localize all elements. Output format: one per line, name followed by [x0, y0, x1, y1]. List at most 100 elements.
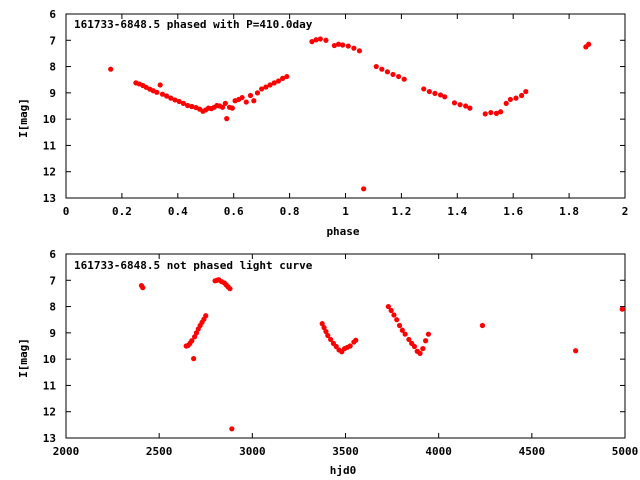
y-tick-label: 6	[49, 248, 56, 261]
data-point	[421, 86, 427, 92]
data-point	[327, 336, 334, 343]
y-tick-label: 9	[49, 87, 56, 100]
data-point	[518, 92, 525, 99]
x-tick-label: 3000	[239, 445, 266, 458]
data-point	[189, 338, 195, 344]
data-point	[391, 312, 397, 318]
data-point	[340, 42, 346, 48]
data-point	[402, 331, 408, 337]
data-point	[406, 336, 412, 343]
data-point	[493, 110, 500, 116]
data-point	[385, 303, 391, 310]
plot-frame	[65, 13, 626, 199]
data-point	[373, 63, 379, 70]
data-point	[259, 86, 265, 92]
data-point	[229, 426, 235, 432]
data-point	[108, 66, 114, 72]
data-point	[280, 75, 286, 81]
data-point	[482, 111, 488, 117]
unphased-light-curve-chart: 161733-6848.5 not phased light curve hjd…	[17, 248, 638, 477]
data-point	[275, 78, 282, 84]
x-tick-label: 1.4	[447, 205, 467, 218]
chart-title: 161733-6848.5 phased with P=410.0day	[74, 18, 313, 31]
data-point	[284, 73, 290, 80]
data-point	[229, 105, 235, 111]
y-axis-ticks: 6 7 8 9 10 11 12 13	[43, 8, 625, 205]
data-point	[309, 39, 315, 45]
data-point	[479, 322, 486, 329]
data-point	[251, 98, 257, 104]
x-tick-label: 1.8	[559, 205, 579, 218]
data-point	[313, 37, 319, 43]
data-point	[573, 348, 579, 354]
data-point	[172, 97, 178, 103]
data-point	[390, 71, 396, 78]
data-point	[191, 334, 198, 340]
data-point	[586, 41, 592, 47]
data-point	[451, 100, 458, 106]
data-point	[203, 313, 209, 319]
x-tick-label: 2500	[146, 445, 173, 458]
data-point	[319, 321, 325, 327]
x-tick-label: 0.4	[168, 205, 188, 218]
y-axis-ticks: 6 7 8 9 10 11 12 13	[43, 248, 625, 445]
data-point	[401, 76, 407, 82]
data-point	[394, 317, 400, 323]
data-point	[159, 91, 166, 97]
data-point	[271, 80, 277, 86]
data-point	[189, 103, 195, 110]
y-tick-label: 13	[43, 432, 56, 445]
x-tick-label: 4500	[519, 445, 546, 458]
data-points	[138, 277, 625, 432]
data-point	[331, 42, 337, 49]
y-tick-label: 9	[49, 327, 56, 340]
data-point	[184, 102, 191, 109]
data-point	[396, 322, 403, 329]
data-point	[507, 96, 514, 103]
data-point	[426, 88, 432, 95]
data-point	[247, 92, 254, 99]
data-point	[180, 100, 186, 106]
data-point	[463, 103, 469, 109]
data-point	[335, 41, 342, 47]
x-tick-label: 0.6	[224, 205, 244, 218]
y-tick-label: 10	[43, 353, 56, 366]
x-tick-label: 0	[63, 205, 70, 218]
y-tick-label: 11	[43, 139, 57, 152]
x-tick-label: 1	[342, 205, 349, 218]
data-point	[227, 286, 233, 292]
data-point	[353, 337, 359, 343]
y-tick-label: 7	[49, 34, 56, 47]
y-tick-label: 11	[43, 379, 57, 392]
data-point	[457, 102, 463, 108]
data-point	[361, 186, 367, 192]
phased-light-curve-chart: 161733-6848.5 phased with P=410.0day pha…	[17, 8, 628, 238]
data-point	[442, 94, 448, 100]
data-point	[317, 36, 323, 42]
x-tick-label: 4000	[425, 445, 452, 458]
data-point	[345, 43, 351, 49]
data-point	[263, 84, 269, 90]
data-point	[379, 66, 385, 72]
data-point	[388, 307, 394, 314]
data-point	[513, 95, 519, 101]
y-tick-label: 10	[43, 113, 56, 126]
data-point	[323, 37, 329, 43]
data-point	[325, 332, 331, 339]
y-axis-label: I[mag]	[17, 338, 30, 378]
data-point	[523, 88, 529, 95]
data-point	[356, 48, 363, 54]
data-point	[411, 343, 418, 350]
data-point	[140, 285, 146, 291]
y-tick-label: 8	[49, 61, 56, 74]
data-point	[619, 306, 625, 312]
x-axis-label: hjd0	[330, 464, 357, 477]
x-tick-label: 1.6	[503, 205, 523, 218]
data-point	[176, 98, 182, 105]
data-point	[467, 105, 473, 111]
data-point	[425, 331, 432, 337]
data-point	[323, 328, 329, 335]
x-tick-label: 2000	[53, 445, 80, 458]
data-point	[423, 338, 429, 344]
chart-title: 161733-6848.5 not phased light curve	[74, 259, 313, 272]
